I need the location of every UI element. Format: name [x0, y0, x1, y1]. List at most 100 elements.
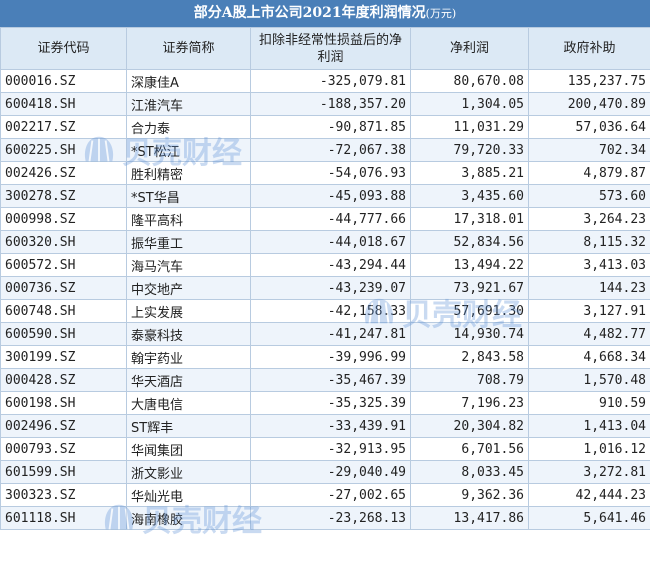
cell-subsidy: 3,413.03	[528, 253, 650, 277]
cell-net-profit: 14,930.74	[410, 322, 529, 346]
table-row: 600320.SH 振华重工 -44,018.67 52,834.56 8,115.32	[0, 230, 650, 254]
cell-subsidy: 200,470.89	[528, 92, 650, 116]
table-row: 000428.SZ 华天酒店 -35,467.39 708.79 1,570.48	[0, 368, 650, 392]
cell-code: 300199.SZ	[0, 345, 127, 369]
cell-net-profit: 708.79	[410, 368, 529, 392]
cell-name: 华闻集团	[126, 437, 251, 461]
cell-code: 000793.SZ	[0, 437, 127, 461]
cell-adjusted-net-profit: -44,018.67	[250, 230, 411, 254]
unit-label: (万元)	[425, 7, 457, 20]
table-row: 600748.SH 上实发展 -42,158.33 57,691.30 3,127.91	[0, 299, 650, 323]
cell-net-profit: 3,435.60	[410, 184, 529, 208]
cell-adjusted-net-profit: -325,079.81	[250, 69, 411, 93]
cell-net-profit: 52,834.56	[410, 230, 529, 254]
cell-subsidy: 4,668.34	[528, 345, 650, 369]
cell-code: 300278.SZ	[0, 184, 127, 208]
cell-name: 江淮汽车	[126, 92, 251, 116]
cell-net-profit: 20,304.82	[410, 414, 529, 438]
cell-net-profit: 13,417.86	[410, 506, 529, 530]
cell-net-profit: 8,033.45	[410, 460, 529, 484]
cell-subsidy: 4,482.77	[528, 322, 650, 346]
cell-name: 胜利精密	[126, 161, 251, 185]
cell-net-profit: 80,670.08	[410, 69, 529, 93]
profit-table: 证券代码 证券简称 扣除非经常性损益后的净利润 净利润 政府补助 000016.…	[0, 27, 650, 530]
cell-name: 合力泰	[126, 115, 251, 139]
cell-adjusted-net-profit: -42,158.33	[250, 299, 411, 323]
table-row: 600198.SH 大唐电信 -35,325.39 7,196.23 910.59	[0, 391, 650, 415]
cell-net-profit: 57,691.30	[410, 299, 529, 323]
table-row: 600590.SH 泰豪科技 -41,247.81 14,930.74 4,482.77	[0, 322, 650, 346]
cell-net-profit: 6,701.56	[410, 437, 529, 461]
cell-adjusted-net-profit: -35,467.39	[250, 368, 411, 392]
cell-subsidy: 8,115.32	[528, 230, 650, 254]
cell-subsidy: 702.34	[528, 138, 650, 162]
cell-subsidy: 573.60	[528, 184, 650, 208]
cell-subsidy: 3,264.23	[528, 207, 650, 231]
header-name: 证券简称	[126, 27, 251, 70]
cell-adjusted-net-profit: -29,040.49	[250, 460, 411, 484]
cell-code: 000736.SZ	[0, 276, 127, 300]
table-row: 000736.SZ 中交地产 -43,239.07 73,921.67 144.23	[0, 276, 650, 300]
cell-adjusted-net-profit: -27,002.65	[250, 483, 411, 507]
title-text: 部分A股上市公司2021年度利润情况	[193, 5, 426, 21]
table-row: 300199.SZ 翰宇药业 -39,996.99 2,843.58 4,668.34	[0, 345, 650, 369]
cell-net-profit: 9,362.36	[410, 483, 529, 507]
header-subsidy: 政府补助	[528, 27, 650, 70]
table-row: 300323.SZ 华灿光电 -27,002.65 9,362.36 42,444.23	[0, 483, 650, 507]
cell-name: 海马汽车	[126, 253, 251, 277]
table-row: 600572.SH 海马汽车 -43,294.44 13,494.22 3,413.03	[0, 253, 650, 277]
cell-name: 大唐电信	[126, 391, 251, 415]
cell-adjusted-net-profit: -72,067.38	[250, 138, 411, 162]
cell-name: 华天酒店	[126, 368, 251, 392]
table-row: 002217.SZ 合力泰 -90,871.85 11,031.29 57,036.64	[0, 115, 650, 139]
cell-adjusted-net-profit: -90,871.85	[250, 115, 411, 139]
cell-code: 600198.SH	[0, 391, 127, 415]
cell-adjusted-net-profit: -45,093.88	[250, 184, 411, 208]
table-row: 600418.SH 江淮汽车 -188,357.20 1,304.05 200,470.…	[0, 92, 650, 116]
cell-name: 振华重工	[126, 230, 251, 254]
header-code: 证券代码	[0, 27, 127, 70]
cell-code: 002217.SZ	[0, 115, 127, 139]
cell-adjusted-net-profit: -43,294.44	[250, 253, 411, 277]
cell-name: 泰豪科技	[126, 322, 251, 346]
cell-code: 600572.SH	[0, 253, 127, 277]
table-row: 600225.SH *ST松江 -72,067.38 79,720.33 702.34	[0, 138, 650, 162]
cell-adjusted-net-profit: -39,996.99	[250, 345, 411, 369]
table-row: 300278.SZ *ST华昌 -45,093.88 3,435.60 573.60	[0, 184, 650, 208]
cell-code: 600225.SH	[0, 138, 127, 162]
cell-net-profit: 13,494.22	[410, 253, 529, 277]
cell-adjusted-net-profit: -188,357.20	[250, 92, 411, 116]
cell-name: 上实发展	[126, 299, 251, 323]
cell-net-profit: 79,720.33	[410, 138, 529, 162]
cell-adjusted-net-profit: -43,239.07	[250, 276, 411, 300]
cell-name: ST辉丰	[126, 414, 251, 438]
cell-name: 海南橡胶	[126, 506, 251, 530]
cell-code: 002426.SZ	[0, 161, 127, 185]
cell-adjusted-net-profit: -33,439.91	[250, 414, 411, 438]
table-row: 002426.SZ 胜利精密 -54,076.93 3,885.21 4,879.87	[0, 161, 650, 185]
cell-adjusted-net-profit: -41,247.81	[250, 322, 411, 346]
cell-code: 000998.SZ	[0, 207, 127, 231]
cell-adjusted-net-profit: -23,268.13	[250, 506, 411, 530]
table-body: 000016.SZ 深康佳A -325,079.81 80,670.08 135,237…	[0, 69, 650, 530]
cell-name: 华灿光电	[126, 483, 251, 507]
cell-net-profit: 11,031.29	[410, 115, 529, 139]
cell-subsidy: 1,413.04	[528, 414, 650, 438]
cell-name: *ST松江	[126, 138, 251, 162]
cell-code: 600320.SH	[0, 230, 127, 254]
cell-code: 600748.SH	[0, 299, 127, 323]
cell-code: 000428.SZ	[0, 368, 127, 392]
cell-net-profit: 1,304.05	[410, 92, 529, 116]
cell-net-profit: 7,196.23	[410, 391, 529, 415]
cell-code: 601118.SH	[0, 506, 127, 530]
cell-net-profit: 2,843.58	[410, 345, 529, 369]
cell-adjusted-net-profit: -54,076.93	[250, 161, 411, 185]
table-row: 000998.SZ 隆平高科 -44,777.66 17,318.01 3,264.23	[0, 207, 650, 231]
cell-name: 翰宇药业	[126, 345, 251, 369]
header-net-profit: 净利润	[410, 27, 529, 70]
cell-code: 601599.SH	[0, 460, 127, 484]
cell-subsidy: 135,237.75	[528, 69, 650, 93]
cell-adjusted-net-profit: -44,777.66	[250, 207, 411, 231]
cell-subsidy: 5,641.46	[528, 506, 650, 530]
cell-name: 中交地产	[126, 276, 251, 300]
